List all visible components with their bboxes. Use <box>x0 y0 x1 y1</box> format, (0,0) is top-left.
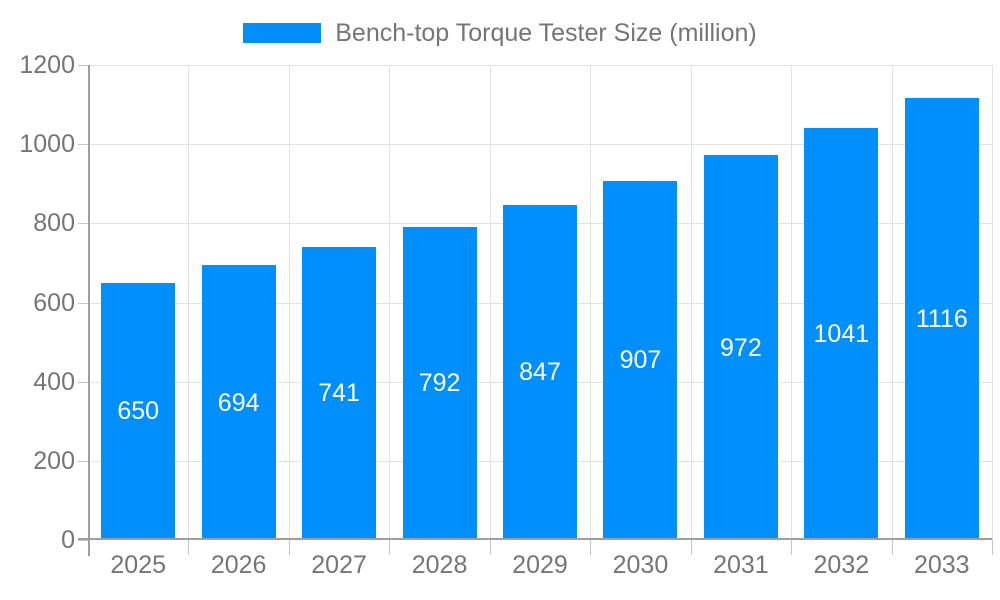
x-axis-tick <box>489 540 491 555</box>
y-axis-label: 800 <box>33 209 75 238</box>
x-axis-label: 2030 <box>612 551 669 579</box>
x-axis-tick <box>288 540 290 555</box>
y-axis-tick <box>78 381 88 383</box>
x-gridline <box>389 65 391 540</box>
x-axis-label: 2025 <box>110 551 167 579</box>
y-axis-tick <box>78 223 88 225</box>
bar-value-label: 650 <box>117 397 160 426</box>
y-axis-label: 0 <box>61 526 75 554</box>
bar-value-label: 847 <box>519 358 561 387</box>
bar-value-label: 972 <box>720 333 762 362</box>
x-axis-tick <box>992 540 993 555</box>
x-gridline <box>288 65 290 540</box>
bar-value-label: 1116 <box>915 305 968 334</box>
y-axis-tick <box>78 65 88 66</box>
bar-2028[interactable]: 792 <box>402 226 477 540</box>
y-axis-label: 1200 <box>19 51 75 79</box>
x-gridline <box>791 65 793 540</box>
x-axis-label: 2026 <box>210 551 267 579</box>
y-axis-label: 1000 <box>19 130 75 159</box>
y-axis-tick <box>78 540 88 541</box>
x-axis-label: 2032 <box>813 551 870 579</box>
x-gridline <box>992 65 993 540</box>
x-axis-line <box>78 538 992 540</box>
x-gridline <box>590 65 592 540</box>
legend-swatch <box>243 23 322 43</box>
bar-2031[interactable]: 972 <box>703 155 778 540</box>
y-axis-tick <box>78 144 88 146</box>
y-axis-line <box>88 65 90 556</box>
plot-area: 0 200 400 600 800 1000 1200 650 2025 694 2026 741 20… <box>19 52 993 579</box>
bar-2027[interactable]: 741 <box>302 246 377 540</box>
bar-2026[interactable]: 694 <box>201 265 276 540</box>
x-gridline <box>489 65 491 540</box>
bar-2029[interactable]: 847 <box>503 204 577 540</box>
legend-label: Bench-top Torque Tester Size (million) <box>335 19 757 47</box>
x-axis-label: 2031 <box>713 551 769 579</box>
bar-value-label: 694 <box>217 388 260 417</box>
bar-value-label: 907 <box>619 346 662 375</box>
y-axis-tick <box>78 460 88 462</box>
y-gridline <box>88 65 992 66</box>
bar-2030[interactable]: 907 <box>603 180 678 540</box>
x-axis-label: 2028 <box>411 551 468 579</box>
x-gridline <box>188 65 190 540</box>
x-axis-label: 2027 <box>311 551 367 579</box>
bar-value-label: 1041 <box>813 319 870 348</box>
x-axis-tick <box>891 540 893 555</box>
bar-value-label: 792 <box>418 369 461 398</box>
x-axis-tick <box>389 540 391 555</box>
x-axis-label: 2029 <box>512 551 568 579</box>
x-axis-label: 2033 <box>913 551 970 579</box>
x-gridline <box>891 65 893 540</box>
y-axis-label: 200 <box>33 446 75 475</box>
bar-2025[interactable]: 650 <box>101 282 176 540</box>
legend[interactable]: Bench-top Torque Tester Size (million) <box>0 20 1000 46</box>
x-gridline <box>690 65 692 540</box>
y-axis-label: 400 <box>33 367 75 396</box>
bar-value-label: 741 <box>318 379 360 408</box>
bar-2032[interactable]: 1041 <box>804 127 879 540</box>
bar-2033[interactable]: 1116 <box>904 98 979 540</box>
x-axis-tick <box>188 540 190 555</box>
x-axis-tick <box>791 540 793 555</box>
y-axis-tick <box>78 302 88 304</box>
y-gridline <box>88 144 992 146</box>
x-axis-tick <box>690 540 692 555</box>
x-axis-tick <box>590 540 592 555</box>
y-axis-label: 600 <box>33 288 75 317</box>
